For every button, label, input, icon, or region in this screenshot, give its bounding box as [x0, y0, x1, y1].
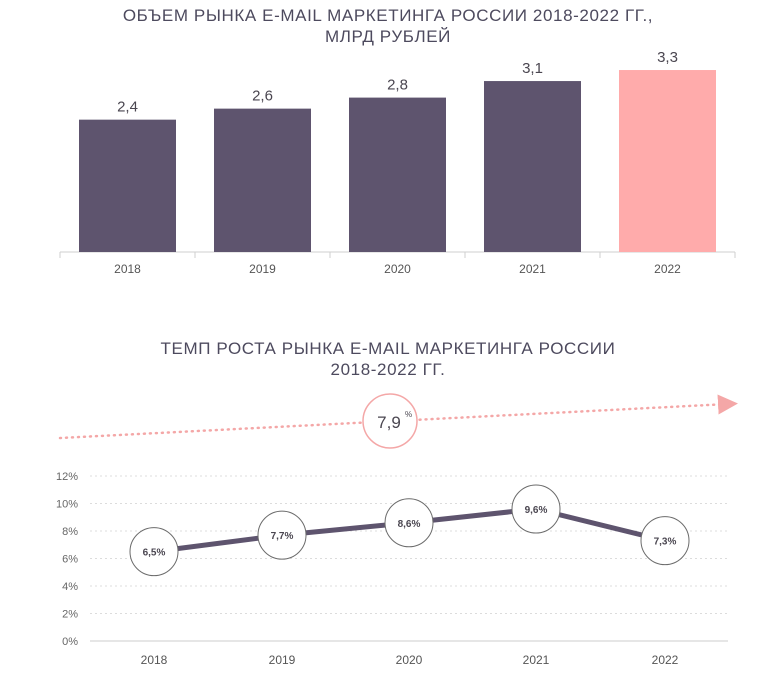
data-point-2020 [384, 498, 434, 548]
y-tick-label: 6% [62, 554, 78, 566]
x-category-label: 2022 [652, 653, 679, 667]
y-tick-label: 10% [56, 499, 78, 511]
line-chart-title-line1: ТЕМП РОСТА РЫНКА E-MAIL МАРКЕТИНГА РОССИ… [160, 339, 616, 358]
x-category-label: 2021 [523, 653, 550, 667]
bar-2018 [79, 119, 176, 253]
data-point-label: 8,6% [398, 519, 421, 530]
x-category-label: 2019 [269, 653, 296, 667]
bar-category-label: 2021 [519, 262, 546, 276]
data-point-label: 7,3% [654, 537, 677, 548]
bar-2019 [214, 108, 311, 252]
bar-category-label: 2022 [654, 262, 681, 276]
average-trend-arrow [58, 394, 738, 440]
average-growth-circle [362, 393, 418, 449]
bar-category-label: 2018 [114, 262, 141, 276]
bar-chart: 2,4 2018 2,6 2019 2,8 2020 3,1 2021 3,3 2022 [59, 49, 736, 276]
bar-2020 [349, 97, 446, 252]
average-growth-unit: % [405, 410, 412, 419]
bar-value-label: 2,4 [117, 99, 138, 116]
bar-value-label: 3,3 [657, 49, 678, 66]
data-point-label: 9,6% [525, 505, 548, 516]
bar-chart-title: ОБЪЕМ РЫНКА E-MAIL МАРКЕТИНГА РОССИИ 201… [0, 5, 776, 47]
bar-category-label: 2019 [249, 262, 276, 276]
bar-2021 [484, 81, 581, 252]
y-tick-label: 8% [62, 526, 78, 538]
average-growth-label: 7,9 [377, 413, 401, 432]
y-tick-label: 2% [62, 609, 78, 621]
x-category-label: 2020 [396, 653, 423, 667]
bar-2022 [619, 70, 716, 253]
data-point-2021 [511, 484, 561, 534]
bar-chart-title-line1: ОБЪЕМ РЫНКА E-MAIL МАРКЕТИНГА РОССИИ 201… [122, 6, 654, 25]
x-category-label: 2018 [141, 653, 168, 667]
bar-value-label: 2,6 [252, 88, 273, 105]
y-tick-label: 12% [56, 471, 78, 483]
data-point-2019 [257, 510, 307, 560]
bar-category-label: 2020 [384, 262, 411, 276]
bar-value-label: 2,8 [387, 77, 408, 94]
bar-chart-title-line2: МЛРД РУБЛЕЙ [325, 27, 451, 46]
data-point-label: 6,5% [143, 548, 166, 559]
bar-value-label: 3,1 [522, 60, 543, 77]
y-tick-label: 4% [62, 581, 78, 593]
line-chart-title-line2: 2018-2022 ГГ. [330, 360, 446, 379]
data-point-label: 7,7% [271, 531, 294, 542]
data-point-2018 [129, 527, 179, 577]
data-point-2022 [640, 516, 690, 566]
line-chart: 7,9 % 0% 2% 4% 6% 8% 10% 12% 6,5% 2018 7,7% 2019 8,6%… [56, 393, 738, 667]
y-tick-label: 0% [62, 636, 78, 648]
line-chart-title: ТЕМП РОСТА РЫНКА E-MAIL МАРКЕТИНГА РОССИ… [0, 338, 776, 380]
